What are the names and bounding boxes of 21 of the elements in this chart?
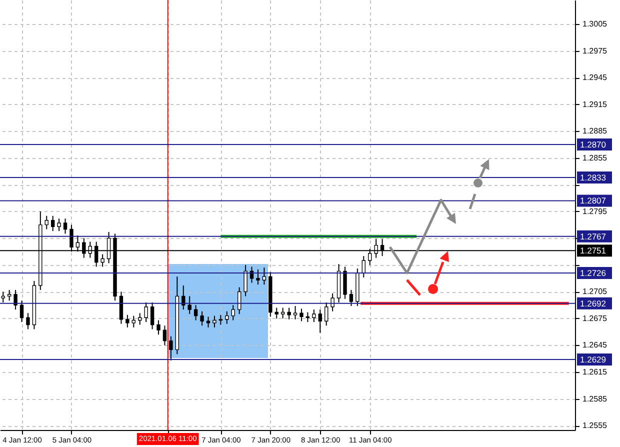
y-tick-label: 1.2795: [582, 206, 608, 216]
y-tick-label: 1.2675: [582, 314, 608, 323]
y-tick-label: 1.2915: [582, 100, 608, 109]
y-tick-label: 1.3005: [582, 20, 608, 29]
ref-line-label: 1.2629: [580, 354, 606, 365]
y-tick-label: 1.2975: [582, 46, 608, 56]
ref-line-label: 1.2751: [580, 246, 606, 256]
ref-line-label: 1.2833: [580, 172, 606, 183]
ref-line-label: 1.2692: [580, 298, 606, 308]
y-tick-label: 1.2885: [582, 126, 608, 136]
y-tick-label: 1.2615: [582, 368, 608, 377]
ref-line-label: 1.2807: [580, 196, 606, 206]
ref-line-label: 1.2726: [580, 268, 606, 278]
y-tick-label: 1.2945: [582, 73, 608, 82]
ref-line-label: 1.2767: [580, 231, 606, 242]
y-tick-label: 1.2585: [582, 394, 608, 404]
ref-line-label: 1.2870: [580, 140, 606, 150]
y-tick-label: 1.2705: [582, 287, 608, 296]
y-tick-label: 1.2555: [582, 421, 608, 430]
y-tick-label: 1.2645: [582, 340, 608, 350]
y-tick-label: 1.2855: [582, 153, 608, 162]
